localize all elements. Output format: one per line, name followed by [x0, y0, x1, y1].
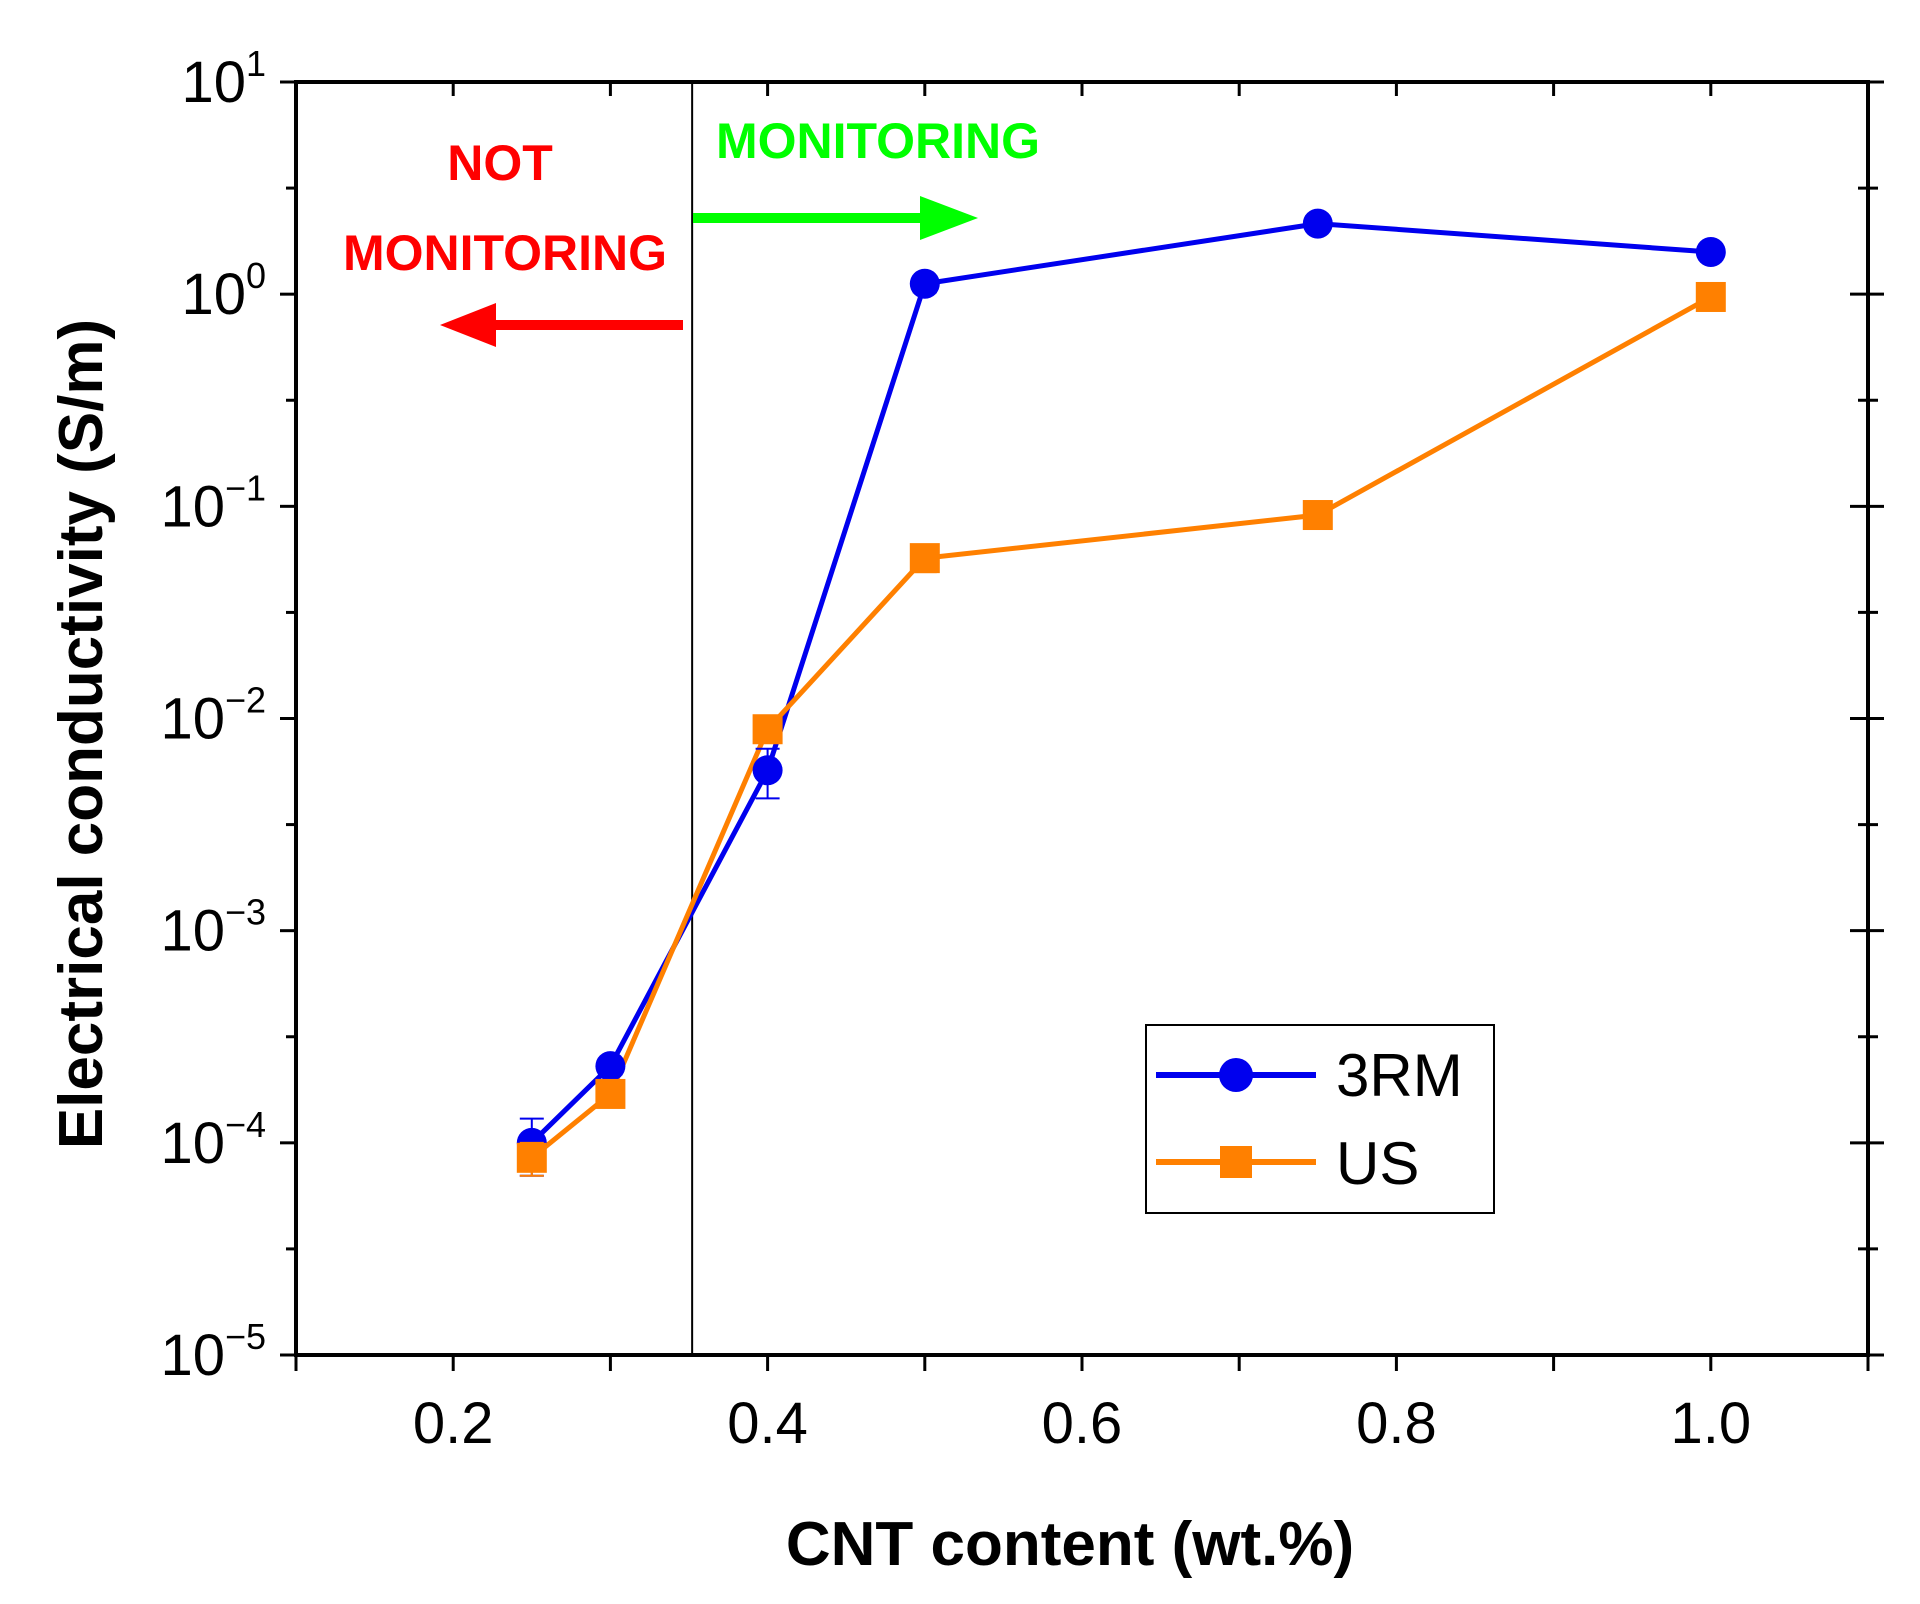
data-point-3rm: [1302, 208, 1333, 239]
y-tick-label: 10−3: [160, 892, 266, 964]
legend: 3RM US: [1145, 1024, 1495, 1214]
annotation-not-text: NOT: [447, 135, 553, 191]
x-tick-label: 0.6: [1042, 1391, 1123, 1456]
legend-marker-3rm: [1219, 1058, 1253, 1092]
legend-label-us: US: [1336, 1130, 1419, 1197]
data-point-3rm: [752, 755, 783, 786]
data-point-us: [752, 714, 783, 745]
x-tick-label: 0.2: [413, 1391, 494, 1456]
data-point-3rm: [1695, 237, 1726, 268]
legend-box: [1145, 1024, 1495, 1214]
data-point-3rm: [909, 268, 940, 299]
legend-entry-us: US: [1156, 1130, 1419, 1197]
y-tick-label: 101: [181, 43, 266, 115]
y-axis-ticks: [280, 80, 1884, 1357]
x-tick-label: 1.0: [1670, 1391, 1751, 1456]
x-axis-title: CNT content (wt.%): [786, 1510, 1354, 1579]
x-tick-label: 0.4: [727, 1391, 808, 1456]
data-point-us: [1695, 281, 1726, 312]
y-tick-label: 10−4: [160, 1104, 266, 1176]
data-point-us: [1302, 500, 1333, 531]
y-axis-tick-labels: 101 100 10−1 10−2 10−3 10−4 10−5: [160, 43, 266, 1388]
y-tick-label: 10−2: [160, 680, 266, 752]
legend-entry-3rm: 3RM: [1156, 1042, 1463, 1109]
annotation-not-monitoring: NOT MONITORING: [343, 135, 683, 347]
annotation-monitoring-text: MONITORING: [716, 113, 1040, 169]
annotation-not-monitoring-text: MONITORING: [343, 225, 667, 281]
y-tick-label: 10−5: [160, 1316, 266, 1388]
x-tick-label: 0.8: [1356, 1391, 1437, 1456]
x-axis-tick-labels: 0.2 0.4 0.6 0.8 1.0: [413, 1391, 1751, 1456]
y-tick-label: 10−1: [160, 467, 266, 539]
right-arrow-head: [920, 196, 978, 240]
left-arrow-head: [440, 303, 496, 347]
legend-marker-us: [1220, 1146, 1252, 1178]
series-line-3rm: [530, 221, 1711, 1145]
legend-label-3rm: 3RM: [1336, 1042, 1463, 1109]
y-axis-title: Electrical conductivity (S/m): [47, 319, 116, 1149]
series-layer: [516, 208, 1726, 1177]
data-point-us: [595, 1078, 626, 1109]
data-point-3rm: [595, 1051, 626, 1082]
data-point-us: [909, 543, 940, 574]
data-point-us: [516, 1142, 547, 1173]
annotation-monitoring: MONITORING: [693, 113, 1040, 240]
y-tick-label: 100: [181, 255, 266, 327]
x-axis-ticks: [294, 82, 1870, 1371]
